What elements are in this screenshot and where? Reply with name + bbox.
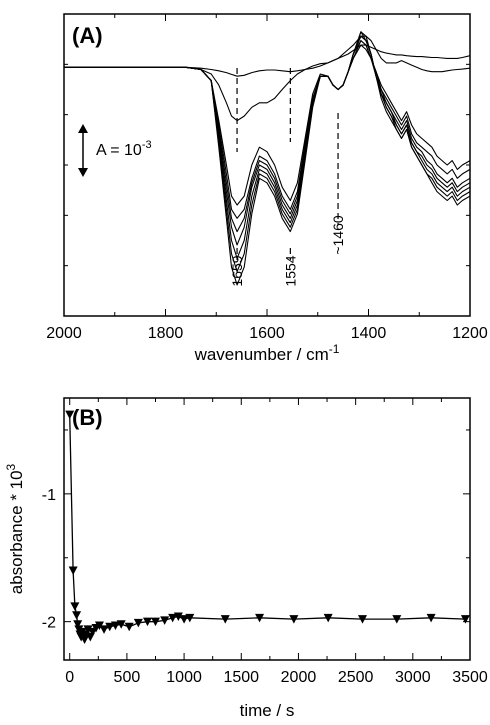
data-point-marker	[124, 622, 134, 632]
panel-a-spectra	[64, 31, 471, 286]
peak-label: 1554	[282, 255, 298, 286]
data-point-marker	[72, 611, 82, 620]
data-point-marker	[73, 620, 83, 629]
x-tick-label: 2000	[46, 325, 82, 342]
panel-b-series	[65, 410, 470, 645]
data-point-marker	[142, 617, 152, 627]
data-point-marker	[65, 410, 75, 420]
x-tick-label: 1800	[148, 325, 184, 342]
data-point-marker	[94, 621, 104, 630]
scale-bar-arrow-down	[78, 168, 88, 177]
x-tick-label: 2500	[338, 669, 374, 686]
data-point-marker	[185, 613, 195, 623]
x-tick-label: 3000	[395, 669, 431, 686]
x-tick-label: 1600	[249, 325, 285, 342]
panel-b-x-axis-title: time / s	[240, 701, 295, 720]
data-point-marker	[255, 613, 265, 623]
scale-bar-arrow-up	[78, 124, 88, 133]
spectrum-line-5	[64, 40, 471, 233]
x-tick-label: 2000	[281, 669, 317, 686]
data-point-marker	[426, 613, 436, 623]
data-point-marker	[179, 615, 189, 624]
data-point-marker	[173, 612, 183, 622]
data-point-marker	[116, 620, 126, 629]
spectrum-line-9	[64, 31, 471, 286]
panel-a-label: (A)	[72, 23, 103, 48]
scale-bar: A = 10-3	[78, 124, 152, 177]
data-point-marker	[105, 622, 115, 632]
data-point-marker	[460, 615, 470, 624]
spectrum-line-1	[64, 44, 471, 77]
data-point-marker	[80, 635, 90, 645]
panel-b-label: (B)	[72, 405, 103, 430]
x-tick-label: 3500	[452, 669, 488, 686]
data-point-marker	[392, 615, 402, 624]
decay-curve	[69, 414, 466, 642]
panel-a-x-axis-title: wavenumber / cm-1	[194, 342, 340, 364]
data-point-marker	[150, 617, 160, 627]
y-tick-label: -2	[42, 615, 56, 632]
data-point-marker	[289, 615, 299, 624]
data-point-marker	[220, 615, 230, 624]
x-tick-label: 1400	[351, 325, 387, 342]
data-point-marker	[160, 616, 170, 625]
x-tick-label: 0	[65, 669, 74, 686]
panel-b-y-axis-title: absorbance * 103	[4, 463, 26, 594]
x-tick-label: 1500	[223, 669, 259, 686]
panel-a-x-ticks: 2000 1800 1600 1400 1200	[46, 14, 488, 342]
data-point-marker	[133, 618, 143, 628]
x-tick-label: 1000	[166, 669, 202, 686]
data-point-marker	[323, 613, 333, 623]
y-tick-label: -1	[42, 487, 56, 504]
spectrum-line-2	[64, 35, 471, 122]
data-point-marker	[357, 615, 367, 624]
panel-a-peak-markers: 1659 1554~1460	[229, 68, 346, 287]
x-tick-label: 500	[114, 669, 141, 686]
data-point-marker	[99, 625, 109, 634]
panel-b-ticks: 0 500 1000 1500 2000 2500 3000 3500 -1 -2	[42, 398, 488, 686]
data-point-marker	[68, 566, 78, 576]
data-point-marker	[83, 625, 93, 634]
peak-label: ~1460	[330, 215, 346, 255]
data-point-marker	[168, 613, 178, 623]
data-point-marker	[70, 602, 80, 611]
panel-a: (A) 2000 1800 1600 1400 1200 1659 1554~1460 A…	[46, 13, 488, 364]
panel-b: (B) 0 500 1000 1500 2000 2500 3000 3500 -1 -2 tim…	[4, 397, 488, 720]
x-tick-label: 1200	[452, 325, 488, 342]
data-point-marker	[110, 621, 120, 630]
scale-bar-label: A = 10-3	[96, 139, 152, 159]
panel-b-frame	[63, 397, 471, 661]
